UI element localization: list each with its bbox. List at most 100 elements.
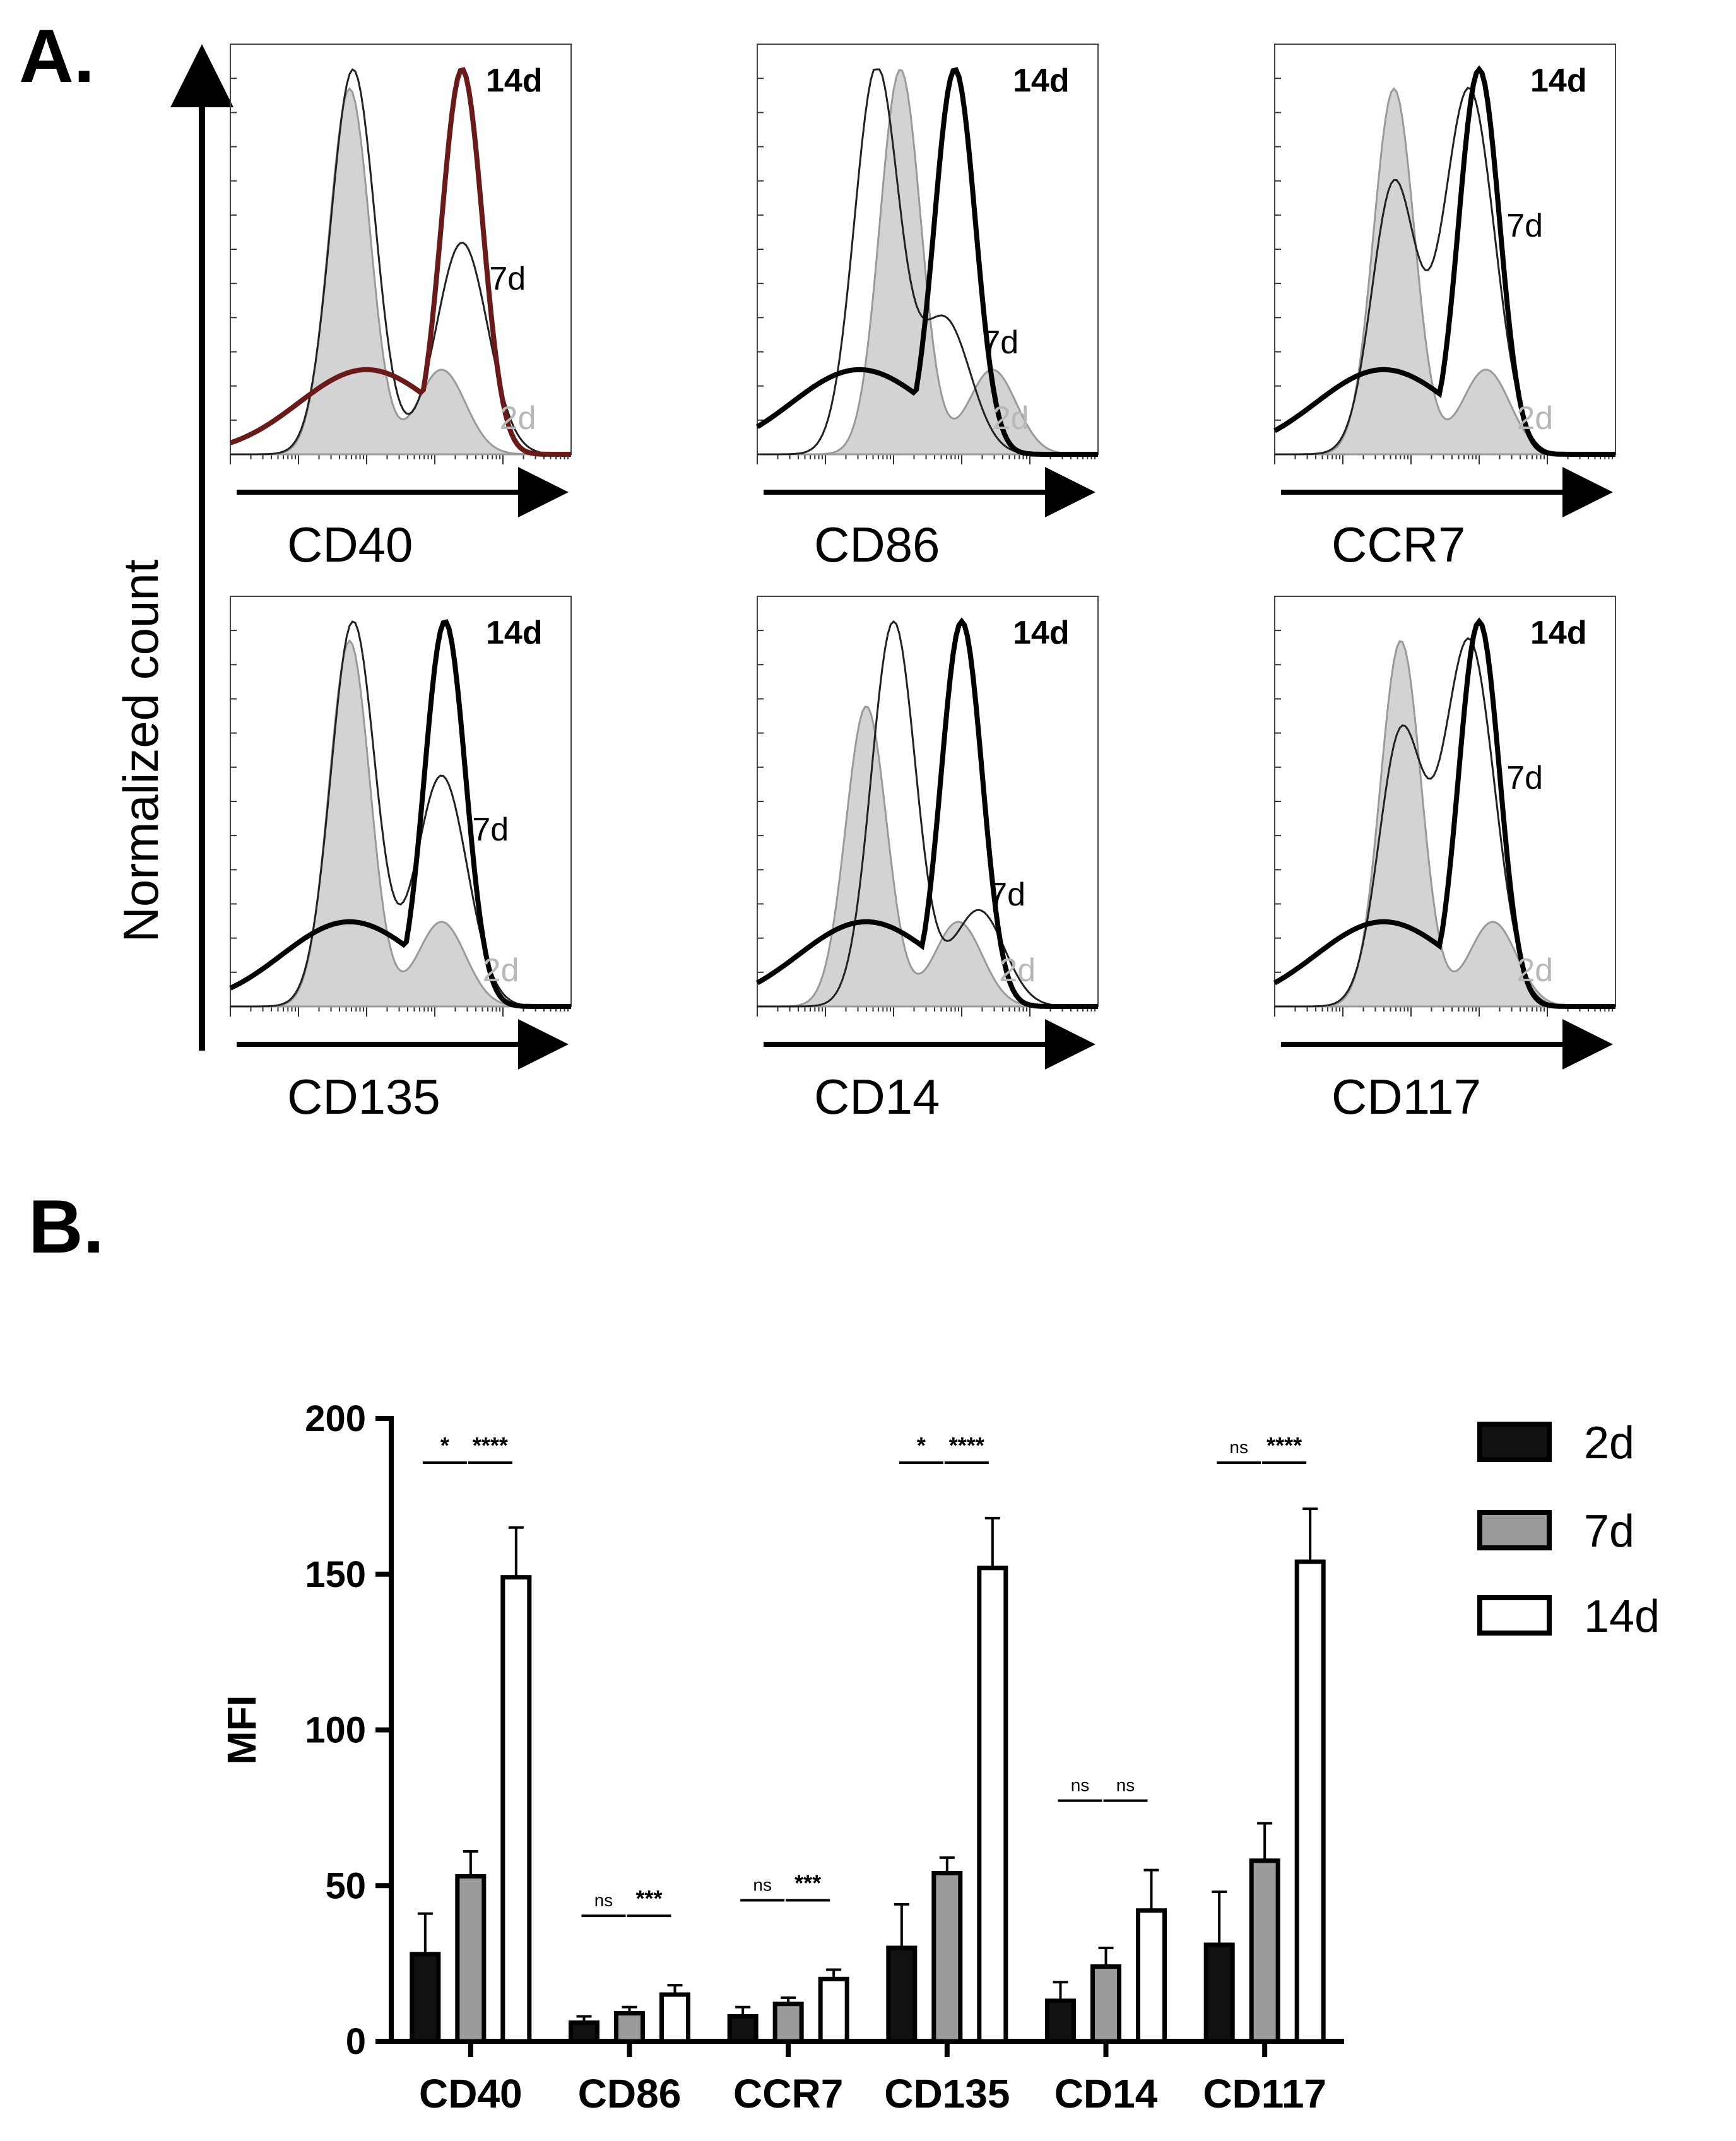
- marker-label: CD14: [814, 1069, 940, 1124]
- significance-label: ns: [753, 1875, 772, 1894]
- histogram-7d-trace: [230, 68, 572, 456]
- x-category-label: CD117: [1203, 2071, 1326, 2116]
- label-2d: 2d: [1516, 400, 1553, 437]
- histogram-cd86: 14d 7d 2d CD86: [755, 44, 1099, 572]
- label-2d: 2d: [483, 952, 519, 989]
- histogram-grid: 14d 7d 2d CD40 14d 7d 2d CD86 14d 7d 2d CCR7 14d 7d 2d…: [229, 44, 1616, 1124]
- histogram-cd14: 14d 7d 2d CD14: [755, 596, 1099, 1124]
- legend-swatch-2d: [1477, 1422, 1552, 1462]
- panel-a-label: A.: [19, 14, 95, 98]
- label-14d: 14d: [1530, 62, 1587, 99]
- label-14d: 14d: [1530, 615, 1587, 651]
- x-category-label: CD40: [419, 2071, 523, 2116]
- bar-14d-cd86: [659, 1992, 690, 2044]
- histogram-14d-trace: [1273, 617, 1615, 1009]
- label-7d: 7d: [982, 324, 1019, 361]
- bar-14d-ccr7: [818, 1976, 849, 2044]
- x-category-label: CD135: [884, 2071, 1010, 2116]
- marker-label: CD117: [1332, 1069, 1481, 1124]
- histogram-14d-trace: [229, 619, 571, 1009]
- significance-label: *: [440, 1432, 449, 1458]
- label-7d: 7d: [989, 876, 1025, 913]
- label-2d: 2d: [500, 400, 536, 437]
- bar-2d-cd117: [1203, 1942, 1235, 2044]
- significance-label: ****: [949, 1432, 984, 1458]
- bar-7d-cd117: [1249, 1858, 1280, 2044]
- bar-2d-cd135: [886, 1945, 918, 2044]
- label-14d: 14d: [486, 615, 543, 651]
- histogram-7d-trace: [757, 620, 1098, 1008]
- significance-label: ns: [594, 1890, 613, 1910]
- histogram-cd135: 14d 7d 2d CD135: [229, 596, 572, 1124]
- histogram-cd117: 14d 7d 2d CD117: [1273, 596, 1616, 1124]
- legend-swatch-7d: [1477, 1510, 1552, 1550]
- histogram-2d-trace: [230, 639, 571, 1008]
- label-14d: 14d: [1013, 62, 1070, 99]
- marker-label: CD86: [814, 517, 940, 572]
- label-7d: 7d: [1506, 208, 1543, 244]
- y-axis-title: MFI: [219, 1695, 264, 1764]
- bar-7d-cd135: [931, 1871, 963, 2044]
- bar-2d-cd14: [1045, 1998, 1076, 2044]
- significance-label: ****: [473, 1432, 508, 1458]
- histogram-7d-trace: [230, 620, 571, 1008]
- significance-label: *: [917, 1432, 926, 1458]
- histogram-14d-trace: [755, 617, 1098, 1009]
- panel-a: A. Normalized count 14d 7d 2d CD40 14d 7d 2d CD…: [19, 14, 1616, 1124]
- bar-14d-cd14: [1136, 1908, 1167, 2044]
- significance-label: ***: [794, 1870, 821, 1896]
- legend-label-7d: 7d: [1584, 1506, 1634, 1557]
- significance-label: ***: [635, 1885, 662, 1911]
- y-tick-label: 100: [305, 1710, 366, 1751]
- x-category-label: CCR7: [733, 2071, 843, 2116]
- histogram-2d-trace: [1275, 640, 1615, 1008]
- y-tick-label: 0: [346, 2021, 366, 2062]
- bar-2d-cd86: [569, 2020, 599, 2044]
- histogram-2d-trace: [757, 69, 1098, 456]
- bar-2d-cd40: [410, 1952, 441, 2044]
- label-14d: 14d: [1013, 615, 1070, 651]
- panel-a-ylabel: Normalized count: [113, 559, 168, 942]
- marker-label: CD40: [287, 517, 413, 572]
- label-2d: 2d: [999, 952, 1036, 989]
- bar-7d-ccr7: [772, 2002, 804, 2044]
- panel-b-label: B.: [28, 1184, 104, 1269]
- histogram-frame: [230, 44, 572, 455]
- bar-7d-cd14: [1090, 1964, 1121, 2044]
- marker-label: CD135: [287, 1069, 440, 1124]
- x-category-label: CD14: [1054, 2071, 1158, 2116]
- bar-7d-cd86: [614, 2011, 645, 2044]
- label-7d: 7d: [472, 811, 509, 848]
- histogram-2d-trace: [1275, 87, 1615, 456]
- histogram-2d-trace: [230, 87, 571, 456]
- legend-label-2d: 2d: [1584, 1418, 1634, 1468]
- label-7d: 7d: [1506, 760, 1543, 796]
- histogram-14d-trace: [1273, 65, 1615, 457]
- label-7d: 7d: [489, 261, 526, 297]
- label-14d: 14d: [486, 62, 543, 99]
- histogram-14d-trace: [755, 67, 1098, 457]
- histogram-7d-trace: [1275, 86, 1615, 456]
- histogram-7d-trace: [1275, 637, 1615, 1008]
- legend-swatch-14d: [1477, 1595, 1552, 1636]
- y-tick-label: 200: [305, 1398, 366, 1439]
- label-2d: 2d: [1516, 952, 1553, 989]
- significance-label: ns: [1229, 1437, 1248, 1457]
- y-tick-label: 150: [305, 1554, 366, 1595]
- significance-label: ****: [1267, 1432, 1302, 1458]
- bar-14d-cd40: [500, 1575, 532, 2044]
- bar-2d-ccr7: [727, 2014, 759, 2044]
- significance-label: ns: [1071, 1776, 1090, 1795]
- histogram-14d-trace: [229, 67, 571, 457]
- bar-14d-cd135: [977, 1566, 1008, 2044]
- bar-7d-cd40: [455, 1873, 487, 2044]
- marker-label: CCR7: [1332, 517, 1465, 572]
- histogram-2d-trace: [757, 705, 1098, 1008]
- histogram-ccr7: 14d 7d 2d CCR7: [1273, 44, 1616, 572]
- bar-14d-cd117: [1294, 1559, 1326, 2044]
- histogram-cd40: 14d 7d 2d CD40: [229, 44, 572, 572]
- legend-label-14d: 14d: [1584, 1591, 1660, 1642]
